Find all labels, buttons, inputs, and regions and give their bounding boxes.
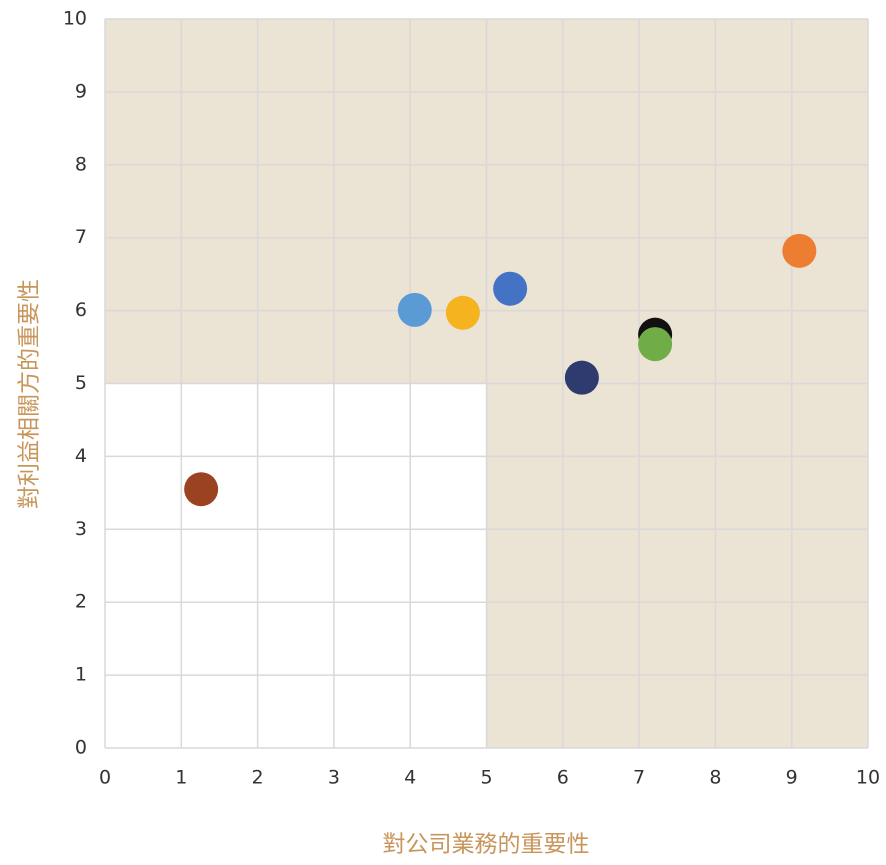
y-tick-label: 5 [75,372,87,394]
y-tick-label: 6 [75,299,87,321]
point [397,292,432,327]
y-tick-label: 3 [75,518,87,540]
x-tick-label: 2 [252,767,264,789]
x-axis-label: 對公司業務的重要性 [383,832,590,858]
y-tick-label: 4 [75,445,87,467]
point [445,295,480,330]
y-tick-label: 8 [75,153,87,175]
x-tick-label: 7 [633,767,645,789]
x-tick-label: 4 [404,767,416,789]
point [493,271,528,306]
y-tick-label: 10 [63,8,87,30]
y-tick-label: 1 [75,664,87,686]
x-tick-label: 9 [786,767,798,789]
point [184,472,219,507]
y-axis-label: 對利益相關方的重要性 [17,279,43,509]
x-tick-label: 3 [328,767,340,789]
x-tick-label: 10 [856,767,880,789]
x-tick-label: 5 [480,767,492,789]
point [782,233,817,268]
y-tick-label: 2 [75,591,87,613]
x-tick-label: 6 [557,767,569,789]
y-tick-label: 7 [75,226,87,248]
y-tick-label: 0 [75,737,87,759]
shaded-region [486,383,868,748]
point [638,327,673,362]
point [564,360,599,395]
x-tick-label: 0 [99,767,111,789]
y-tick-label: 9 [75,80,87,102]
x-tick-label: 8 [709,767,721,789]
x-tick-label: 1 [175,767,187,789]
